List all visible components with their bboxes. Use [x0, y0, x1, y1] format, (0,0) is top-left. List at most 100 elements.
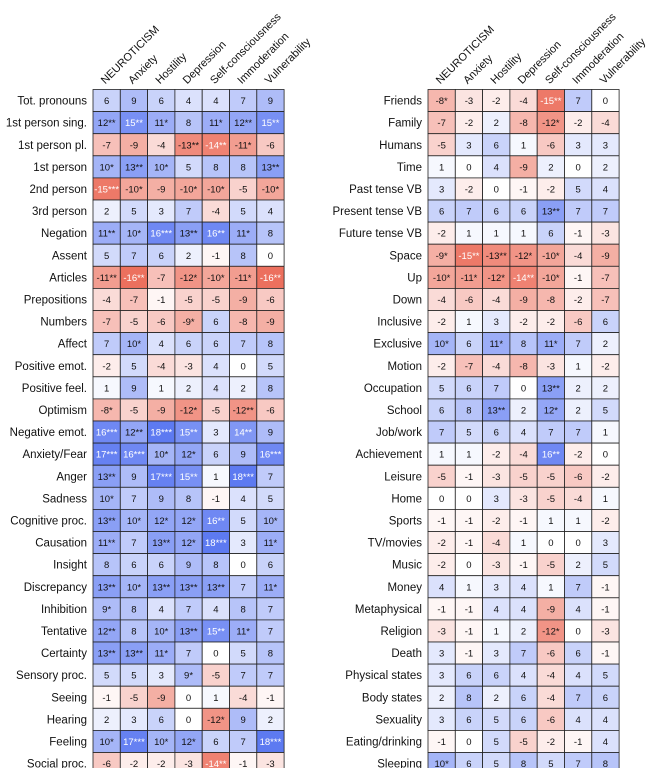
row-label-humans: Humans: [379, 140, 422, 152]
heatmap-cell-value: 10*: [263, 516, 278, 527]
heatmap-cell-value: -9: [266, 317, 274, 328]
heatmap-cell-value: 6: [466, 671, 471, 682]
heatmap-cell-value: 10*: [127, 339, 142, 350]
row-label-sensory-proc: Sensory proc.: [16, 670, 87, 682]
heatmap-cell-value: 8: [268, 649, 273, 660]
heatmap-cell-value: 0: [466, 737, 471, 748]
heatmap-cell-value: -2: [519, 317, 527, 328]
heatmap-cell-value: 2: [494, 693, 499, 704]
heatmap-cell-value: 17***: [123, 737, 145, 748]
heatmap-cell-value: 0: [466, 494, 471, 505]
row-label-1st-person-sing: 1st person sing.: [6, 118, 87, 130]
heatmap-cell-value: -4: [519, 450, 527, 461]
heatmap-cell-value: 10*: [100, 162, 115, 173]
heatmap-cell-value: 11*: [209, 118, 223, 129]
heatmap-cell-value: 4: [241, 494, 246, 505]
heatmap-cell-value: 9: [131, 96, 136, 107]
row-label-negative-emot: Negative emot.: [10, 427, 87, 439]
heatmap-cell-value: -1: [574, 229, 582, 240]
heatmap-cell-value: -3: [519, 494, 527, 505]
heatmap-cell-value: 8: [521, 339, 526, 350]
heatmap-cell-value: 13**: [207, 582, 225, 593]
heatmap-cell-value: 2: [439, 693, 444, 704]
heatmap-cell-value: -2: [157, 759, 165, 768]
heatmap-cell-value: 15**: [261, 118, 279, 129]
heatmap-cell-value: 0: [576, 626, 581, 637]
row-label-death: Death: [391, 648, 422, 660]
heatmap-cell-value: 3: [494, 582, 499, 593]
heatmap-cell-value: 6: [213, 450, 218, 461]
heatmap-cell-value: 4: [159, 339, 164, 350]
heatmap-cell-value: -7: [102, 140, 110, 151]
heatmap-cell-value: 0: [603, 450, 608, 461]
heatmap-cell-value: 6: [466, 383, 471, 394]
row-label-causation: Causation: [35, 538, 87, 550]
heatmap-cell-value: -3: [547, 361, 555, 372]
heatmap-cell-value: 12*: [181, 538, 196, 549]
heatmap-cell-value: -10*: [262, 184, 280, 195]
heatmap-cell-value: 6: [131, 560, 136, 571]
row-label-tv-movies: TV/movies: [368, 538, 423, 550]
heatmap-cell-value: 1: [603, 428, 608, 439]
heatmap-cell-value: -2: [437, 229, 445, 240]
heatmap-cell-value: 7: [186, 207, 191, 218]
heatmap-cell-value: 1: [466, 229, 471, 240]
heatmap-cell-value: 8: [521, 759, 526, 768]
heatmap-cell-value: 4: [213, 383, 218, 394]
heatmap-cell-value: 7: [268, 472, 273, 483]
heatmap-cell-value: 6: [521, 693, 526, 704]
row-label-past-tense-vb: Past tense VB: [349, 184, 422, 196]
heatmap-cell-value: 13**: [180, 229, 198, 240]
heatmap-cell-value: -7: [465, 361, 473, 372]
heatmap-cell-value: 3: [131, 715, 136, 726]
heatmap-cell-value: 1: [213, 472, 218, 483]
row-label-job-work: Job/work: [376, 427, 422, 439]
heatmap-cell-value: -11**: [96, 273, 117, 284]
heatmap-cell-value: -2: [492, 96, 500, 107]
heatmap-cell-value: 3: [439, 715, 444, 726]
row-label-prepositions: Prepositions: [24, 294, 88, 306]
heatmap-cell-value: 6: [159, 715, 164, 726]
heatmap-cell-value: 6: [439, 405, 444, 416]
row-label-feeling: Feeling: [49, 736, 87, 748]
heatmap-cell-value: 4: [494, 162, 499, 173]
row-label-hearing: Hearing: [47, 714, 87, 726]
heatmap-cell-value: 14**: [234, 428, 252, 439]
heatmap-cell-value: -3: [492, 472, 500, 483]
row-label-exclusive: Exclusive: [373, 339, 422, 351]
heatmap-cell-value: 8: [241, 604, 246, 615]
heatmap-cell-value: -1: [102, 693, 110, 704]
row-label-body-states: Body states: [362, 692, 422, 704]
heatmap-cell-value: 7: [466, 207, 471, 218]
heatmap-cell-value: 4: [521, 428, 526, 439]
heatmap-cell-value: 16***: [123, 450, 145, 461]
heatmap-cell-value: 1: [466, 317, 471, 328]
heatmap-cell-value: 3: [576, 140, 581, 151]
heatmap-cell-value: 10*: [154, 450, 169, 461]
heatmap-cell-value: 0: [186, 693, 191, 704]
heatmap-cell-value: 1: [494, 626, 499, 637]
heatmap-cell-value: -2: [574, 295, 582, 306]
heatmap-cell-value: 0: [603, 96, 608, 107]
heatmap-cell-value: 9: [131, 383, 136, 394]
heatmap-cell-value: 11*: [236, 626, 250, 637]
heatmap-cell-value: 5: [439, 383, 444, 394]
heatmap-cell-value: 17***: [96, 450, 118, 461]
heatmap-cell-value: -6: [266, 295, 274, 306]
heatmap-cell-value: -3: [492, 560, 500, 571]
heatmap-cell-value: -5: [547, 560, 555, 571]
heatmap-cell-value: -1: [601, 582, 609, 593]
heatmap-cell-value: 5: [576, 184, 581, 195]
heatmap-cell-value: 2: [576, 405, 581, 416]
heatmap-cell-value: -2: [574, 118, 582, 129]
heatmap-cell-value: 1: [576, 361, 581, 372]
heatmap-cell-value: 4: [576, 715, 581, 726]
heatmap-cell-value: 18***: [150, 428, 172, 439]
heatmap-cell-value: 1: [213, 693, 218, 704]
heatmap-cell-value: -1: [212, 494, 220, 505]
heatmap-cell-value: -1: [465, 604, 473, 615]
heatmap-cell-value: -9: [157, 405, 165, 416]
heatmap-cell-value: 16**: [207, 229, 225, 240]
heatmap-cell-value: 5: [104, 671, 109, 682]
heatmap-cell-value: 12*: [181, 737, 196, 748]
